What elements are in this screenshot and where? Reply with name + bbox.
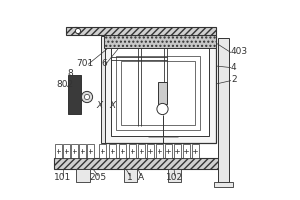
Bar <box>76 169 90 182</box>
Bar <box>156 144 163 158</box>
Text: X: X <box>96 102 102 110</box>
Bar <box>158 82 167 104</box>
Bar <box>165 144 172 158</box>
Bar <box>124 169 137 182</box>
Bar <box>119 144 126 158</box>
Bar <box>174 144 181 158</box>
Bar <box>129 144 136 158</box>
Text: 1: 1 <box>127 172 133 182</box>
Bar <box>104 36 216 143</box>
Text: X: X <box>109 102 115 110</box>
Circle shape <box>75 28 81 34</box>
Text: 205: 205 <box>89 172 106 182</box>
Text: 2: 2 <box>231 75 237 84</box>
Bar <box>192 144 199 158</box>
Circle shape <box>81 91 93 103</box>
Text: A: A <box>138 172 144 182</box>
Bar <box>101 36 105 143</box>
Bar <box>79 144 86 158</box>
Bar <box>99 144 106 158</box>
Bar <box>147 144 154 158</box>
Text: 701: 701 <box>76 58 94 68</box>
Bar <box>63 144 70 158</box>
Bar <box>81 95 87 100</box>
Bar <box>68 75 81 114</box>
Text: 101: 101 <box>54 172 72 182</box>
Bar <box>111 48 209 136</box>
Circle shape <box>84 94 90 100</box>
Bar <box>138 144 145 158</box>
Circle shape <box>157 103 168 115</box>
Bar <box>183 144 190 158</box>
Bar <box>66 27 216 35</box>
Bar <box>214 182 233 187</box>
Text: 8: 8 <box>67 68 73 77</box>
Bar <box>87 144 94 158</box>
Bar <box>104 35 216 48</box>
Bar <box>109 144 116 158</box>
Bar <box>168 169 181 182</box>
Bar <box>71 144 78 158</box>
Text: 802: 802 <box>56 80 74 88</box>
Bar <box>54 158 228 169</box>
Bar <box>121 61 195 125</box>
Bar <box>55 144 62 158</box>
Bar <box>116 56 200 130</box>
Text: 6: 6 <box>101 58 107 68</box>
Bar <box>218 38 229 182</box>
Text: 102: 102 <box>167 172 184 182</box>
Text: 403: 403 <box>231 47 248 56</box>
Text: 4: 4 <box>231 62 237 72</box>
